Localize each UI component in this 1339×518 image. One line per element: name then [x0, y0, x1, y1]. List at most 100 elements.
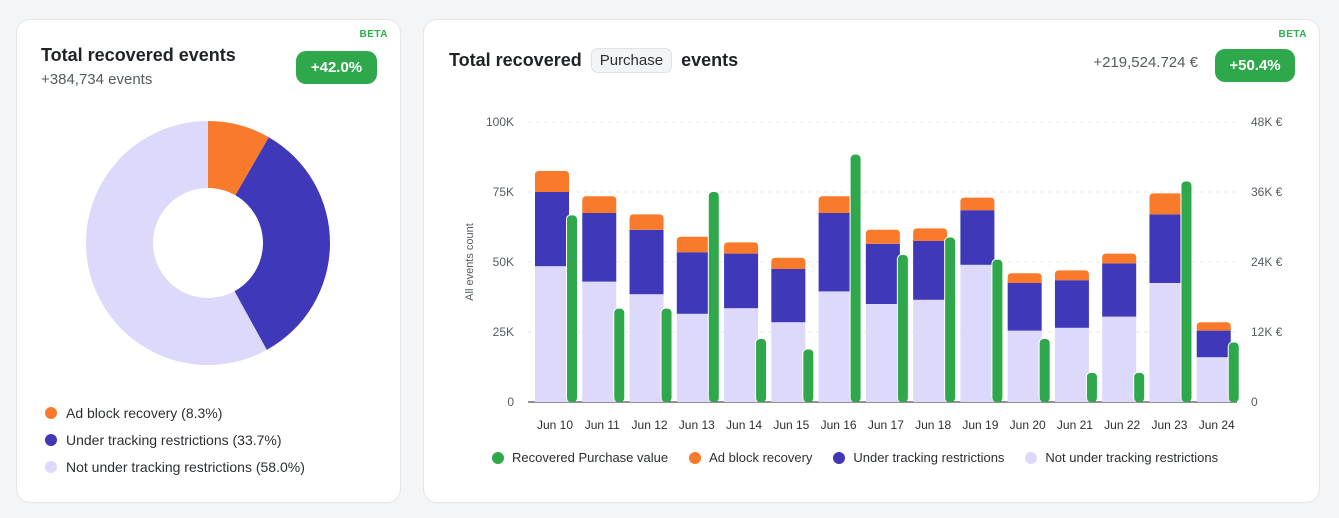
bar-segment-ad-block-recovery[interactable]: [1196, 322, 1231, 331]
bar-segment-under-tracking-restrictions[interactable]: [1149, 214, 1184, 283]
donut-slice-not-under-tracking-restrictions[interactable]: [86, 121, 267, 365]
bar-segment-ad-block-recovery[interactable]: [629, 214, 664, 230]
bar-segment-not-under-tracking-restrictions[interactable]: [1007, 330, 1042, 402]
bar-segment-ad-block-recovery[interactable]: [960, 197, 995, 211]
bar-recovered-purchase-value[interactable]: [945, 237, 956, 403]
bar-segment-under-tracking-restrictions[interactable]: [960, 210, 995, 265]
bar-segment-under-tracking-restrictions[interactable]: [1054, 280, 1089, 328]
bar-segment-ad-block-recovery[interactable]: [771, 257, 806, 269]
legend-item-under-tracking[interactable]: Under tracking restrictions (33.7%): [45, 426, 305, 453]
events-count: +384,734 events: [41, 71, 153, 88]
bar-recovered-purchase-value[interactable]: [756, 339, 767, 402]
bar-segment-under-tracking-restrictions[interactable]: [535, 192, 569, 267]
bar-segment-under-tracking-restrictions[interactable]: [1102, 263, 1137, 317]
x-tick-label: Jun 19: [962, 418, 998, 432]
bar-segment-ad-block-recovery[interactable]: [1007, 273, 1042, 283]
bar-segment-not-under-tracking-restrictions[interactable]: [1054, 327, 1089, 402]
bar-segment-ad-block-recovery[interactable]: [1149, 193, 1184, 215]
bar-segment-ad-block-recovery[interactable]: [1102, 253, 1137, 264]
bar-segment-ad-block-recovery[interactable]: [865, 229, 900, 244]
legend-label: Recovered Purchase value: [512, 450, 669, 465]
legend-item-ad-block[interactable]: Ad block recovery (8.3%): [45, 399, 305, 426]
bar-segment-under-tracking-restrictions[interactable]: [582, 213, 617, 282]
bar-recovered-purchase-value[interactable]: [803, 349, 814, 403]
bar-recovered-purchase-value[interactable]: [897, 255, 908, 402]
y2-tick-label: 24K €: [1251, 255, 1283, 269]
bar-recovered-purchase-value[interactable]: [1228, 342, 1239, 403]
bar-recovered-purchase-value[interactable]: [992, 259, 1003, 402]
legend-dot: [45, 460, 57, 473]
bar-segment-ad-block-recovery[interactable]: [676, 236, 711, 253]
bar-segment-under-tracking-restrictions[interactable]: [629, 229, 664, 295]
event-type-selector[interactable]: Purchase: [590, 48, 673, 73]
x-tick-label: Jun 18: [915, 418, 951, 432]
bar-segment-under-tracking-restrictions[interactable]: [676, 252, 711, 314]
legend-item-not-under-tracking[interactable]: Not under tracking restrictions (58.0%): [45, 453, 305, 480]
x-tick-label: Jun 13: [679, 418, 715, 432]
x-tick-label: Jun 22: [1104, 418, 1140, 432]
legend-item-recovered-value[interactable]: Recovered Purchase value: [492, 450, 668, 465]
bar-segment-under-tracking-restrictions[interactable]: [913, 241, 948, 300]
bar-segment-not-under-tracking-restrictions[interactable]: [913, 299, 948, 402]
bar-segment-ad-block-recovery[interactable]: [1054, 270, 1089, 281]
x-tick-label: Jun 15: [773, 418, 809, 432]
bar-segment-not-under-tracking-restrictions[interactable]: [724, 308, 759, 402]
bar-segment-under-tracking-restrictions[interactable]: [865, 243, 900, 304]
y-tick-label: 25K: [493, 325, 514, 339]
legend-item-not-under-tracking[interactable]: Not under tracking restrictions: [1025, 450, 1218, 465]
bar-segment-ad-block-recovery[interactable]: [724, 242, 759, 254]
donut-slice-ad-block-recovery[interactable]: [208, 121, 269, 196]
legend-dot: [45, 433, 57, 446]
bar-segment-ad-block-recovery[interactable]: [818, 196, 853, 213]
bar-segment-ad-block-recovery[interactable]: [535, 171, 569, 192]
card-title: Total recovered events: [41, 45, 236, 65]
bar-segment-under-tracking-restrictions[interactable]: [1196, 330, 1231, 358]
recovered-value: +219,524.724 €: [1093, 54, 1198, 71]
legend-label: Not under tracking restrictions (58.0%): [66, 458, 305, 475]
bar-recovered-purchase-value[interactable]: [1039, 339, 1050, 402]
bar-segment-not-under-tracking-restrictions[interactable]: [582, 281, 617, 402]
bar-recovered-purchase-value[interactable]: [1181, 181, 1192, 403]
bar-segment-under-tracking-restrictions[interactable]: [818, 213, 853, 292]
bar-segment-under-tracking-restrictions[interactable]: [771, 269, 806, 323]
bar-segment-not-under-tracking-restrictions[interactable]: [629, 294, 664, 402]
bar-segment-not-under-tracking-restrictions[interactable]: [1196, 357, 1231, 402]
recovered-purchase-events-card: BETA Total recovered Purchase events +21…: [423, 19, 1320, 503]
bar-segment-under-tracking-restrictions[interactable]: [724, 253, 759, 309]
bar-segment-not-under-tracking-restrictions[interactable]: [771, 322, 806, 402]
legend-label: Under tracking restrictions (33.7%): [66, 431, 282, 448]
bar-recovered-purchase-value[interactable]: [850, 154, 861, 402]
bar-recovered-purchase-value[interactable]: [1134, 372, 1145, 402]
y2-tick-label: 12K €: [1251, 325, 1283, 339]
bar-segment-ad-block-recovery[interactable]: [582, 196, 617, 213]
bar-recovered-purchase-value[interactable]: [614, 308, 625, 402]
bar-recovered-purchase-value[interactable]: [708, 192, 719, 402]
bar-segment-not-under-tracking-restrictions[interactable]: [1102, 316, 1137, 402]
beta-badge: BETA: [1278, 29, 1307, 40]
title-prefix: Total recovered: [449, 50, 582, 70]
legend-item-ad-block[interactable]: Ad block recovery: [689, 450, 812, 465]
chart-legend: Recovered Purchase value Ad block recove…: [492, 450, 1239, 465]
bar-segment-not-under-tracking-restrictions[interactable]: [818, 291, 853, 402]
legend-dot: [833, 451, 846, 464]
bar-segment-not-under-tracking-restrictions[interactable]: [1149, 283, 1184, 402]
legend-label: Ad block recovery: [709, 450, 813, 465]
x-tick-label: Jun 12: [632, 418, 668, 432]
legend-item-under-tracking[interactable]: Under tracking restrictions: [833, 450, 1004, 465]
donut-chart: [86, 121, 330, 365]
y2-tick-label: 0: [1251, 395, 1258, 409]
y-tick-label: 50K: [493, 255, 514, 269]
bar-segment-not-under-tracking-restrictions[interactable]: [676, 313, 711, 402]
bar-segment-ad-block-recovery[interactable]: [913, 228, 948, 241]
bar-segment-not-under-tracking-restrictions[interactable]: [960, 264, 995, 402]
title-suffix: events: [681, 50, 739, 70]
legend-dot: [45, 406, 57, 419]
bar-segment-not-under-tracking-restrictions[interactable]: [865, 304, 900, 402]
bar-recovered-purchase-value[interactable]: [567, 215, 577, 402]
bar-segment-under-tracking-restrictions[interactable]: [1007, 283, 1042, 331]
stacked-bar-chart: 0 25K 50K 75K 100K 0 12K € 24K € 36K € 48K € All e…: [464, 115, 1283, 432]
bar-segment-not-under-tracking-restrictions[interactable]: [535, 266, 569, 402]
bar-recovered-purchase-value[interactable]: [1086, 372, 1097, 402]
donut-slice-under-tracking-restrictions[interactable]: [234, 137, 330, 350]
bar-recovered-purchase-value[interactable]: [661, 308, 672, 402]
